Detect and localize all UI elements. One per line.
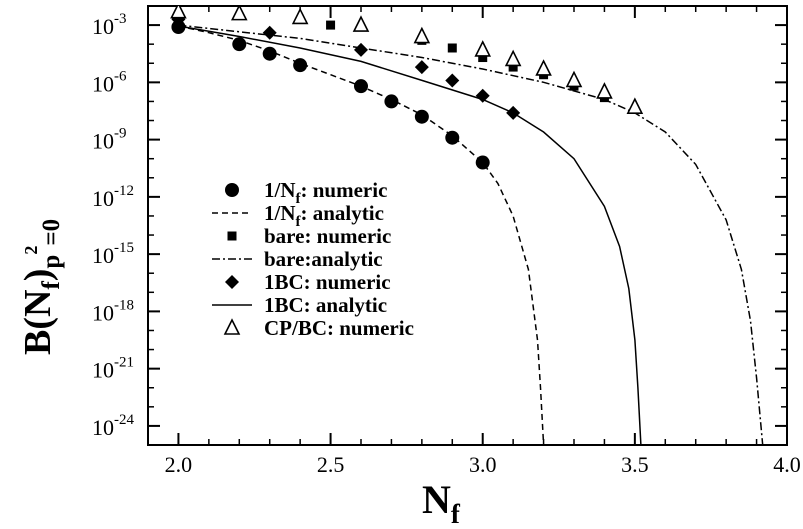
x-tick-label: 3.5	[621, 452, 649, 477]
y-tick-label: 10-18	[92, 297, 134, 325]
data-point-square	[447, 43, 457, 53]
legend-label: 1/Nf: analytic	[264, 201, 384, 230]
y-tick-label: 10-15	[92, 240, 134, 268]
data-point-triangle	[352, 15, 370, 32]
legend-marker	[227, 231, 237, 241]
data-point-triangle	[474, 40, 492, 57]
plot-frame	[147, 5, 788, 446]
data-point-triangle	[596, 82, 613, 99]
legend-marker	[223, 318, 241, 335]
series-5	[178, 25, 642, 445]
y-axis-title-close: )	[17, 269, 59, 282]
data-point-triangle	[230, 6, 248, 21]
legend-label: 1/Nf: numeric	[264, 178, 387, 207]
x-tick-label: 2.5	[317, 452, 345, 477]
data-point-triangle	[626, 97, 644, 114]
y-axis-title-sub-f: f	[38, 281, 65, 290]
data-point-triangle	[413, 26, 431, 44]
data-point-square	[326, 20, 336, 30]
data-point-triangle	[565, 70, 583, 88]
x-tick-labels: 2.0 2.5 3.0 3.5 4.0	[165, 452, 801, 477]
legend-marker	[225, 183, 239, 197]
y-tick-label: 10-3	[92, 11, 127, 39]
x-tick-label: 4.0	[773, 452, 801, 477]
data-point-triangle	[504, 49, 522, 67]
y-tick-label: 10-21	[92, 355, 134, 383]
data-point-square	[508, 62, 518, 72]
legend-label: bare:analytic	[264, 247, 383, 271]
data-point-circle	[262, 46, 277, 61]
data-point-circle	[414, 109, 429, 124]
y-tick-label: 10-6	[92, 68, 127, 96]
data-point-diamond	[262, 25, 277, 40]
series-1	[178, 25, 545, 445]
y-axis-title-main: B(N	[17, 290, 59, 355]
x-tick-label: 2.0	[165, 452, 193, 477]
y-axis-title-sup: 2	[21, 246, 41, 255]
x-axis-title: Nf	[422, 477, 461, 529]
y-axis-title-eq: =0	[38, 219, 65, 246]
data-point-diamond	[354, 42, 368, 57]
data-point-triangle	[291, 7, 309, 25]
series-line	[178, 25, 642, 445]
data-point-square	[478, 53, 488, 63]
series-layer	[170, 6, 764, 445]
series-2	[173, 12, 609, 103]
x-tick-label: 3.0	[469, 452, 497, 477]
series-line	[178, 24, 764, 445]
legend-label: CP/BC: numeric	[264, 316, 414, 340]
legend-label: bare: numeric	[264, 224, 391, 248]
data-point-diamond	[475, 88, 490, 103]
data-point-triangle	[535, 59, 552, 76]
series-line	[178, 25, 545, 445]
series-6	[170, 6, 644, 114]
series-0	[171, 19, 490, 170]
data-point-diamond	[445, 73, 460, 88]
axis-ticks	[148, 5, 788, 445]
y-tick-label: 10-24	[92, 412, 134, 440]
legend-label: 1BC: analytic	[264, 293, 387, 317]
series-3	[178, 24, 764, 445]
data-point-diamond	[414, 60, 429, 75]
x-axis-title-sub: f	[451, 499, 461, 529]
data-point-circle	[232, 37, 247, 52]
legend-label: 1BC: numeric	[264, 270, 391, 294]
legend-marker	[225, 275, 239, 289]
data-point-triangle	[170, 6, 187, 19]
y-axis-title-sub-p: p	[38, 255, 65, 269]
y-axis-title: B(Nf)p2=0	[17, 219, 65, 355]
y-tick-labels: 10-3 10-6 10-9 10-12 10-15 10-18 10-21 10-24	[92, 11, 134, 440]
y-tick-label: 10-9	[92, 126, 127, 154]
y-tick-label: 10-12	[92, 183, 134, 211]
x-axis-title-main: N	[422, 477, 451, 522]
data-point-circle	[171, 19, 186, 34]
data-point-diamond	[171, 12, 186, 27]
